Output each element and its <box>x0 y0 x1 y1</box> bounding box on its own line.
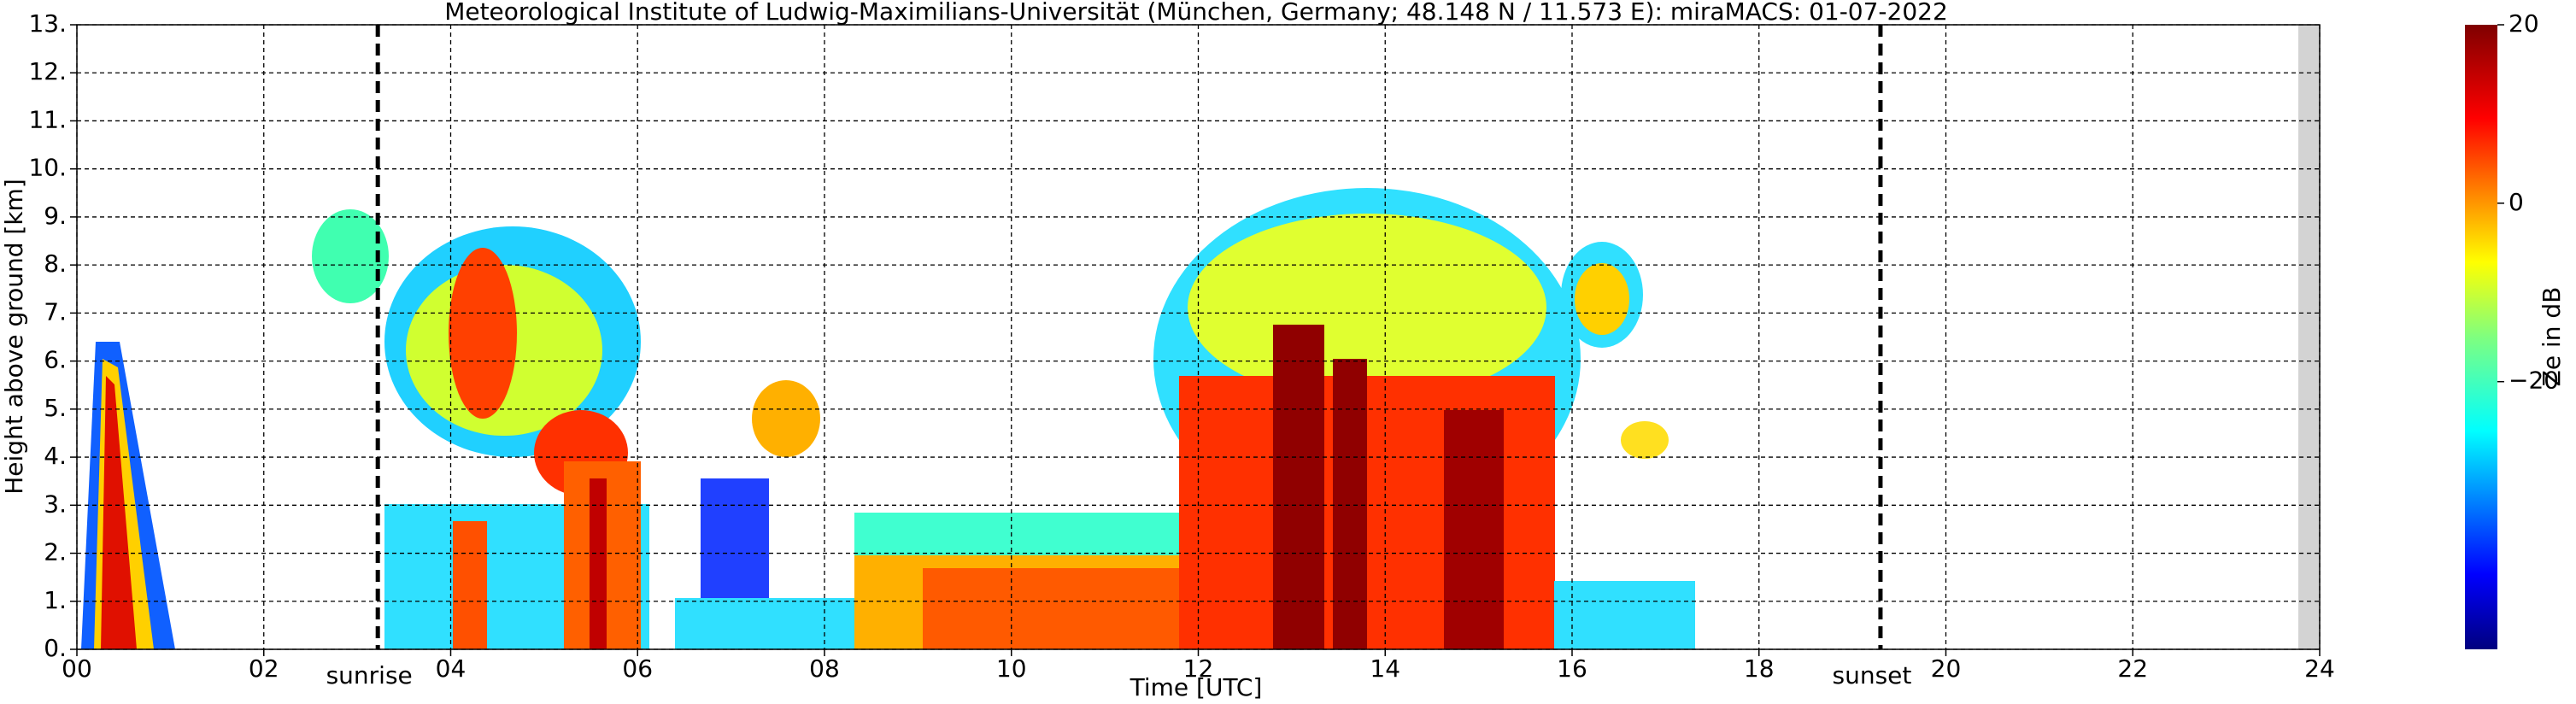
annotation-label: sunset <box>1833 661 1912 689</box>
x-tick-label: 00 <box>62 654 92 683</box>
echo <box>453 521 487 649</box>
echo <box>675 598 871 649</box>
echo <box>1621 421 1669 459</box>
radar-echoes <box>81 188 1695 649</box>
y-tick-label: 3. <box>44 490 67 518</box>
y-tick-label: 0. <box>44 634 67 662</box>
y-axis-label: Height above ground [km] <box>0 179 28 495</box>
echo <box>752 380 820 457</box>
y-tick-label: 11. <box>28 105 67 133</box>
y-tick-label: 12. <box>28 57 67 85</box>
colorbar-tick-label: 0 <box>2509 188 2524 216</box>
x-tick-label: 24 <box>2304 654 2335 683</box>
echo <box>923 568 1179 649</box>
y-tick-label: 6. <box>44 346 67 374</box>
x-tick-label: 10 <box>996 654 1027 683</box>
echo <box>1444 410 1504 649</box>
x-tick-label: 14 <box>1370 654 1400 683</box>
y-tick-label: 4. <box>44 442 67 470</box>
annotation-label: sunrise <box>326 661 413 689</box>
x-tick-label: 22 <box>2117 654 2148 683</box>
echo <box>1554 581 1695 649</box>
no-data-region <box>2298 25 2320 649</box>
chart-title: Meteorological Institute of Ludwig-Maxim… <box>444 0 1948 26</box>
x-tick-label: 06 <box>622 654 653 683</box>
y-tick-label: 7. <box>44 297 67 326</box>
colorbar <box>2465 25 2497 649</box>
echo <box>590 478 607 649</box>
colorbar-tick-label: 20 <box>2509 9 2539 38</box>
x-axis-label: Time [UTC] <box>1130 673 1263 701</box>
colorbar-label: Ze in dB <box>2538 287 2566 387</box>
echo <box>1575 263 1629 335</box>
echo <box>312 209 389 303</box>
y-tick-label: 5. <box>44 394 67 422</box>
x-tick-label: 12 <box>1183 654 1214 683</box>
echo <box>101 376 137 649</box>
echo <box>1333 359 1367 649</box>
x-tick-label: 04 <box>436 654 466 683</box>
y-tick-label: 9. <box>44 202 67 230</box>
x-tick-label: 20 <box>1931 654 1962 683</box>
echo <box>1273 325 1324 649</box>
y-tick-label: 2. <box>44 538 67 566</box>
y-tick-label: 10. <box>28 154 67 182</box>
x-tick-label: 18 <box>1744 654 1775 683</box>
y-tick-label: 13. <box>28 9 67 38</box>
echo <box>449 248 517 419</box>
colorbar-tick-label: −20 <box>2509 367 2559 395</box>
x-tick-label: 02 <box>249 654 279 683</box>
y-tick-label: 8. <box>44 249 67 278</box>
x-tick-label: 16 <box>1557 654 1587 683</box>
y-tick-label: 1. <box>44 586 67 614</box>
x-tick-label: 08 <box>809 654 840 683</box>
